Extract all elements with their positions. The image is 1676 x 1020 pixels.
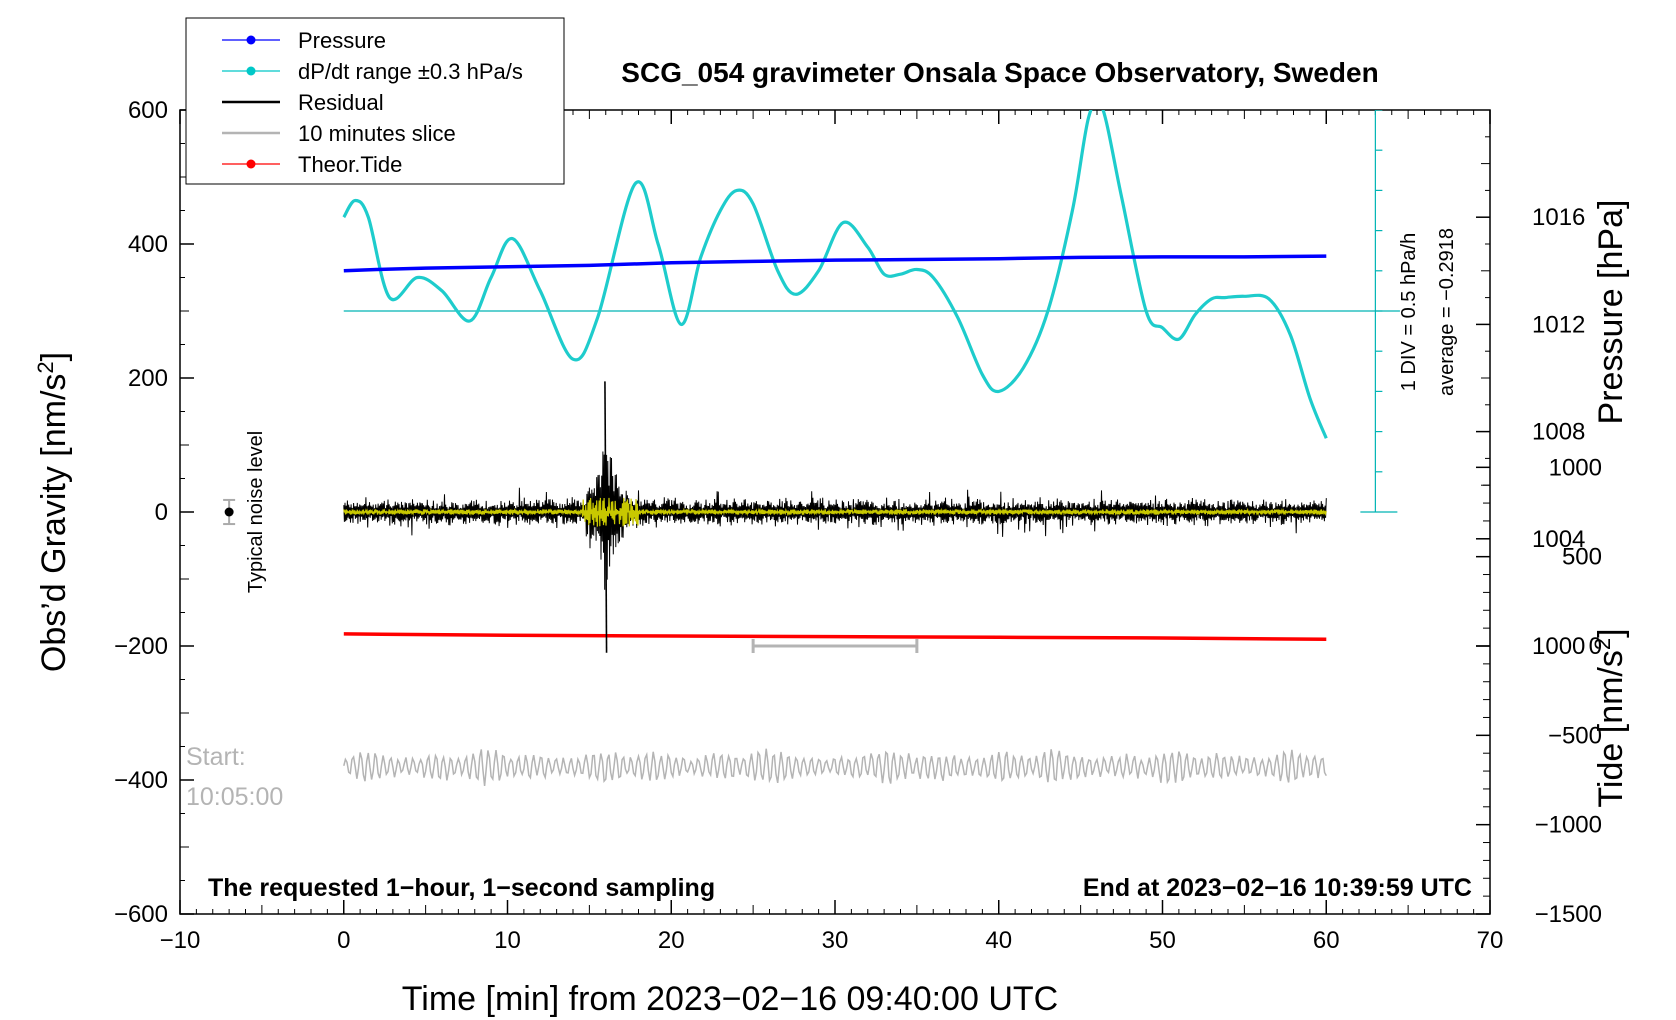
tide-axis: −1500 −1000 −500 0 500 1000 (1476, 454, 1602, 928)
legend-entry-label: Residual (298, 90, 384, 115)
x-axis-title: Time [min] from 2023−02−16 09:40:00 UTC (402, 980, 1058, 1018)
y-tick-label: 400 (128, 231, 168, 258)
noise-level-label: Typical noise level (245, 431, 267, 593)
bottom-right-note: End at 2023−02−16 10:39:59 UTC (1083, 874, 1472, 902)
legend-swatch-marker (246, 66, 256, 76)
x-tick-label: 40 (985, 927, 1012, 954)
x-tick-label: 20 (658, 927, 685, 954)
legend-swatch-marker (246, 35, 256, 45)
noise-level-marker (223, 498, 236, 526)
tide-tick-label: 0 (1589, 633, 1602, 660)
y-tick-label: −600 (114, 901, 168, 928)
legend-entry-label: dP/dt range ±0.3 hPa/s (298, 59, 523, 84)
dpdt-scale-label: 1 DIV = 0.5 hPa/h (1398, 233, 1420, 391)
start-label: Start: (186, 743, 246, 771)
y-tick-label: 200 (128, 365, 168, 392)
x-tick-label: 30 (822, 927, 849, 954)
legend-entry-label: Theor.Tide (298, 152, 402, 177)
x-tick-label: 0 (337, 927, 350, 954)
pressure-tick-label: 1004 (1532, 526, 1585, 553)
series-layer (342, 110, 1328, 786)
pressure-series-line (343, 254, 1327, 273)
y-tick-label: −200 (114, 633, 168, 660)
y-tick-label: −400 (114, 767, 168, 794)
left-y-axis: −600 −400 −200 0 200 400 600 (114, 97, 194, 928)
residual-series-line (343, 451, 1327, 590)
pressure-tick-label: 1012 (1532, 311, 1585, 338)
tide-tick-label: −1000 (1535, 812, 1602, 839)
pressure-tick-label: 1016 (1532, 204, 1585, 231)
noise-level-point (224, 507, 234, 517)
tide-tick-label: 500 (1562, 544, 1602, 571)
y-tick-label: 600 (128, 97, 168, 124)
y-tick-label: 0 (155, 499, 168, 526)
left-axis-title: Obs’d Gravity [nm/s2] (33, 352, 74, 672)
start-time: 10:05:00 (186, 783, 283, 811)
tide-axis-title: Tide [nm/s2] (1590, 628, 1631, 807)
x-tick-label: 60 (1313, 927, 1340, 954)
tide-tick-label: 1000 (1549, 454, 1602, 481)
pressure-axis: 1000 1004 1008 1012 1016 (1476, 109, 1585, 660)
chart-title: SCG_054 gravimeter Onsala Space Observat… (621, 57, 1378, 88)
x-tick-label: 50 (1149, 927, 1176, 954)
x-tick-label: 10 (494, 927, 521, 954)
slice-marker (751, 639, 919, 653)
legend: Pressure dP/dt range ±0.3 hPa/s Residual 10… (185, 17, 565, 185)
pressure-axis-title: Pressure [hPa] (1592, 200, 1630, 425)
pressure-tick-label: 1008 (1532, 419, 1585, 446)
x-axis: −10 0 10 20 30 40 50 60 70 (160, 110, 1504, 954)
legend-swatch-marker (246, 159, 256, 169)
tide-tick-label: −1500 (1535, 901, 1602, 928)
pressure-tick-label: 1000 (1532, 633, 1585, 660)
legend-entry-label: 10 minutes slice (298, 121, 456, 146)
dpdt-average-label: average = −0.2918 (1436, 228, 1458, 396)
legend-entry-label: Pressure (298, 28, 386, 53)
slice-series-line (343, 748, 1327, 786)
x-tick-label: −10 (160, 927, 201, 954)
x-tick-label: 70 (1477, 927, 1504, 954)
tide-tick-label: −500 (1548, 722, 1602, 749)
bottom-left-note: The requested 1−hour, 1−second sampling (208, 874, 715, 902)
tide-series-line (343, 632, 1327, 642)
dpdt-scale (343, 110, 1400, 513)
residual-smoothed-line (343, 497, 1327, 527)
